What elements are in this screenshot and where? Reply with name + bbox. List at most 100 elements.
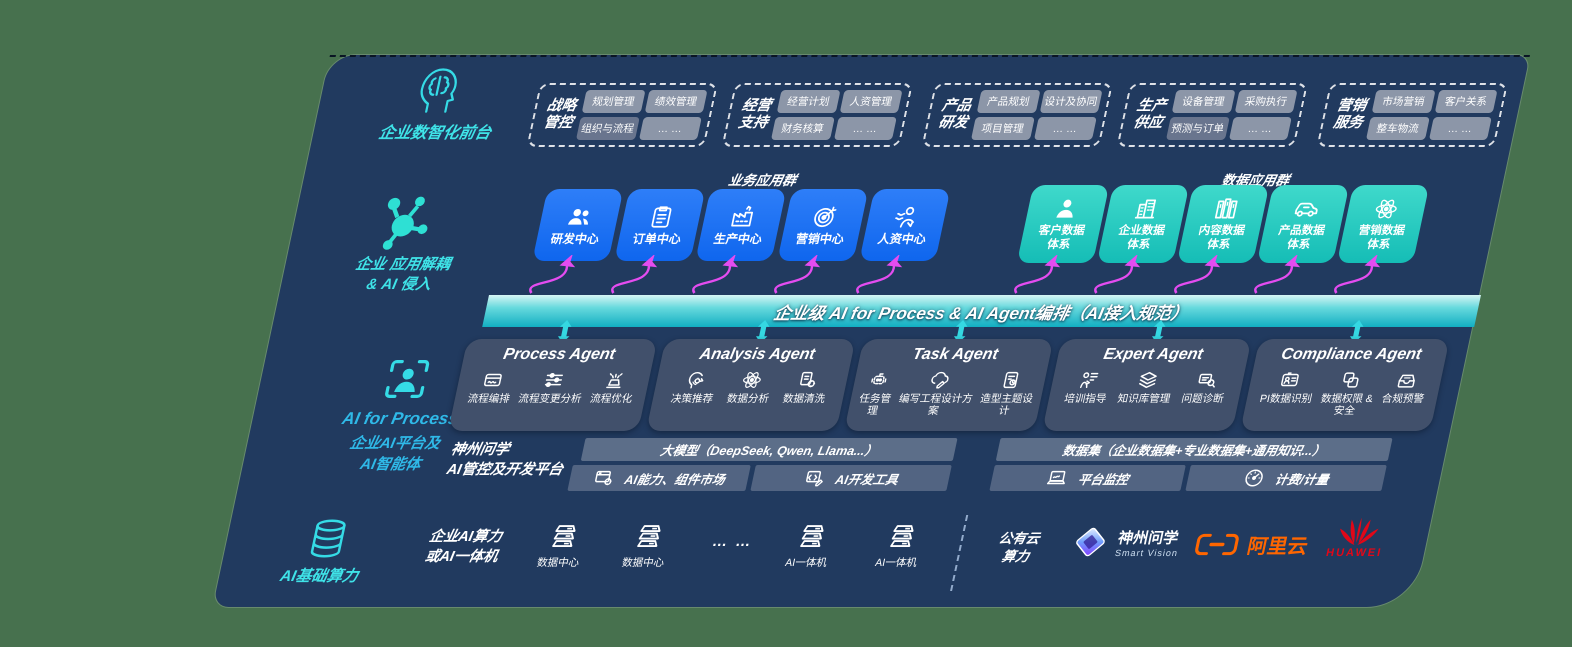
- group-title: 营销 服务: [1331, 97, 1368, 131]
- data-box-marketing: 营销数据 体系: [1336, 185, 1430, 263]
- node-label: AI一体机: [874, 557, 918, 569]
- task-agent-box: Task Agent 任务管理 编写工程设计方案 造型主题设计: [844, 339, 1054, 431]
- datacenter-node: 数据中心: [522, 521, 602, 570]
- chip: 项目管理: [970, 117, 1035, 140]
- ai-appliance-node: AI一体机: [770, 521, 850, 570]
- dataset-bar-label: 数据集（企业数据集+专业数据集+通用知识...）: [1061, 444, 1327, 458]
- atom-icon: [1370, 196, 1402, 222]
- monitor-icon: [1044, 467, 1071, 489]
- capability-label: 流程变更分析: [517, 393, 583, 405]
- chip: 经营计划: [776, 90, 841, 113]
- tray-icon: [1394, 369, 1421, 391]
- workflow-icon: [479, 369, 506, 391]
- agent-title: Expert Agent: [1102, 346, 1205, 363]
- chip: 采购执行: [1234, 90, 1298, 113]
- data-box-label: 产品数据 体系: [1277, 225, 1326, 251]
- capability-label: 流程优化: [588, 393, 634, 405]
- layers-icon: [1135, 369, 1162, 391]
- chip: 预测与订单: [1165, 117, 1230, 140]
- agent-title: Analysis Agent: [698, 346, 817, 363]
- cloud-pen-icon: [926, 369, 953, 391]
- vendor-name: 阿里云: [1245, 536, 1310, 558]
- agent-title: Process Agent: [501, 346, 617, 363]
- design-doc-icon: [997, 369, 1024, 391]
- clean-icon: [795, 369, 822, 391]
- data-box-customer: 客户数据 体系: [1016, 185, 1110, 263]
- app-box-hr-center: 人资中心: [859, 189, 951, 261]
- chip: 市场营销: [1371, 90, 1436, 113]
- business-apps-title: 业务应用群: [726, 173, 798, 188]
- chip-grid: 规划管理 绩效管理 组织与流程 … …: [575, 90, 708, 140]
- agent-capability: 编写工程设计方案: [891, 369, 982, 417]
- group-title: 经营 支持: [736, 97, 773, 131]
- agent-capability: 流程编排: [466, 369, 516, 405]
- datacenter-node: 数据中心: [607, 521, 687, 570]
- huawei-flower-icon: [1335, 514, 1384, 546]
- chip-grid: 经营计划 人资管理 财务核算 … …: [770, 90, 903, 140]
- chip: 设备管理: [1171, 90, 1236, 113]
- agent-capability: 数据权限 & 安全: [1317, 369, 1379, 417]
- permission-icon: [1338, 369, 1365, 391]
- server-icon: [546, 521, 582, 551]
- devtools-icon: [801, 467, 828, 489]
- tool-label: 计费/计量: [1273, 472, 1330, 487]
- group-title: 生产 供应: [1131, 97, 1168, 131]
- compute-layer-label: AI基础算力: [278, 568, 360, 585]
- app-label: 订单中心: [631, 231, 683, 246]
- server-icon: [794, 521, 830, 551]
- diamond-logo-icon: [1067, 523, 1113, 561]
- app-box-order-center: 订单中心: [614, 189, 706, 261]
- chip: 财务核算: [770, 117, 835, 140]
- analysis-agent-box: Analysis Agent 决策推荐 数据分析 数据清洗: [646, 339, 856, 431]
- updown-arrow-icon: [1349, 320, 1364, 343]
- agent-items: 流程编排 流程变更分析 流程优化: [454, 369, 652, 405]
- updown-arrow-icon: [953, 320, 968, 343]
- data-box-label: 企业数据 体系: [1117, 225, 1166, 251]
- agent-capability: 问题诊断: [1180, 369, 1230, 405]
- target-icon: [809, 204, 841, 230]
- optimize-icon: [602, 369, 629, 391]
- dataset-bar: 数据集（企业数据集+专业数据集+通用知识...）: [995, 438, 1393, 461]
- agent-capability: 流程优化: [589, 369, 639, 405]
- process-agent-box: Process Agent 流程编排 流程变更分析 流程优化: [448, 339, 658, 431]
- agent-title: Compliance Agent: [1279, 346, 1424, 363]
- app-box-rd-center: 研发中心: [532, 189, 624, 261]
- agent-capability: PI数据识别: [1256, 369, 1318, 417]
- chip: 整车物流: [1365, 117, 1430, 140]
- market-icon: [591, 467, 618, 489]
- capability-label: 任务管理: [858, 393, 893, 418]
- atom-icon: [739, 369, 766, 391]
- node-label: 数据中心: [620, 557, 666, 569]
- node-label: 数据中心: [535, 557, 581, 569]
- group-title: 产品 研发: [936, 97, 973, 131]
- data-box-product: 产品数据 体系: [1256, 185, 1350, 263]
- chip: 组织与流程: [575, 117, 640, 140]
- capability-label: 流程编排: [466, 393, 511, 405]
- diagnose-icon: [1193, 369, 1220, 391]
- tool-bar-market: AI能力、组件市场: [567, 465, 751, 491]
- capability-label: 编写工程设计方案: [897, 393, 974, 418]
- aliyun-brackets-icon: [1191, 532, 1242, 557]
- data-box-label: 营销数据 体系: [1357, 225, 1406, 251]
- robot-icon: [866, 369, 893, 391]
- agent-capability: 造型主题设计: [972, 369, 1043, 417]
- head-brain-icon: [405, 61, 470, 115]
- public-cloud-label: 公有云 算力: [997, 531, 1042, 565]
- flow-arrows: [529, 255, 1381, 294]
- capability-label: 问题诊断: [1180, 393, 1225, 405]
- chip: … …: [833, 117, 897, 140]
- ellipsis-label: … …: [710, 533, 755, 550]
- tool-bar-devtools: AI开发工具: [750, 465, 952, 491]
- capability-label: 知识库管理: [1116, 393, 1172, 405]
- agent-items: 任务管理 编写工程设计方案 造型主题设计: [847, 369, 1047, 417]
- expert-agent-box: Expert Agent 培训指导 知识库管理 问题诊断: [1042, 339, 1252, 431]
- vendor-smartvision: 神州问学 Smart Vision: [1067, 523, 1184, 561]
- tool-bar-monitor: 平台监控: [989, 465, 1186, 491]
- capability-label: 数据分析: [725, 393, 771, 405]
- updown-arrow-icon: [1151, 320, 1166, 343]
- capability-label: 决策推荐: [669, 393, 715, 405]
- vendor-aliyun: 阿里云: [1191, 530, 1311, 559]
- chip-grid: 设备管理 采购执行 预测与订单 … …: [1165, 90, 1298, 140]
- chip: 客户关系: [1434, 90, 1498, 113]
- updown-arrow-icon: [557, 320, 572, 343]
